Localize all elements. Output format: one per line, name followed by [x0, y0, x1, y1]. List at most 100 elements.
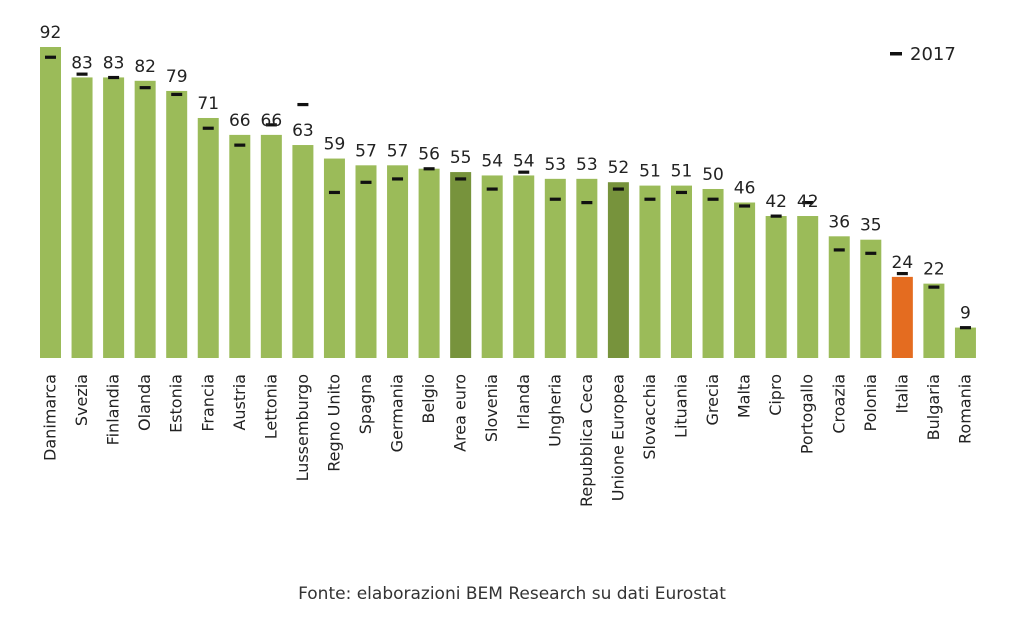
x-label-unione-europea: Unione Europea: [608, 374, 627, 501]
x-label-belgio: Belgio: [419, 374, 438, 424]
marker-2017-ungheria: [549, 197, 561, 201]
marker-2017-svezia: [76, 72, 88, 76]
markers-2017-group: [45, 55, 971, 330]
x-label-francia: Francia: [198, 374, 217, 432]
bar-estonia: [166, 90, 188, 359]
x-label-germania: Germania: [388, 374, 407, 452]
bar-lituania: [671, 185, 692, 358]
marker-2017-olanda: [139, 86, 151, 90]
value-label-austria: 66: [229, 111, 251, 131]
bar-repubblica-ceca: [576, 178, 598, 358]
marker-2017-lituania: [676, 190, 687, 195]
legend-label-2017: 2017: [910, 44, 956, 65]
bar-lussemburgo: [292, 145, 314, 358]
bar-irlanda: [513, 175, 535, 358]
value-label-francia: 71: [197, 94, 219, 114]
x-label-cipro: Cipro: [766, 374, 785, 416]
value-label-germania: 57: [387, 141, 409, 161]
x-axis-labels-group: Danimarca Svezia Finlandia Olanda Estonia Fra…: [41, 374, 975, 507]
x-label-croazia: Croazia: [829, 374, 848, 434]
x-label-lituania: Lituania: [672, 374, 691, 438]
x-label-repubblica-ceca: Repubblica Ceca: [577, 374, 596, 507]
marker-2017-polonia: [865, 251, 877, 255]
marker-2017-malta: [739, 204, 751, 208]
value-label-lituania: 51: [671, 162, 693, 182]
x-label-ungheria: Ungheria: [545, 374, 564, 447]
marker-2017-area-euro: [455, 177, 467, 181]
x-label-romania: Romania: [955, 374, 974, 444]
marker-2017-cipro: [770, 214, 782, 218]
value-label-romania: 9: [960, 304, 971, 324]
x-label-austria: Austria: [230, 374, 249, 431]
marker-2017-portogallo: [802, 201, 814, 205]
bar-olanda: [134, 80, 156, 358]
legend: 2017: [890, 44, 956, 65]
x-label-spagna: Spagna: [356, 374, 375, 434]
marker-2017-lettonia: [265, 123, 277, 127]
marker-2017-croazia: [833, 248, 845, 252]
marker-2017-irlanda: [518, 170, 530, 174]
value-label-svezia: 83: [71, 53, 93, 73]
marker-2017-unione-europea: [612, 187, 624, 191]
value-label-unione-europea: 52: [608, 158, 630, 178]
value-label-italia: 24: [892, 253, 914, 273]
marker-2017-francia: [202, 126, 214, 130]
x-label-italia: Italia: [892, 374, 911, 414]
marker-2017-spagna: [360, 180, 372, 184]
bar-croazia: [828, 236, 850, 358]
x-label-svezia: Svezia: [72, 374, 91, 426]
bar-cipro: [765, 216, 787, 358]
value-label-bulgaria: 22: [923, 260, 945, 280]
value-label-polonia: 35: [860, 216, 882, 236]
marker-2017-estonia: [171, 92, 183, 97]
bar-austria: [229, 134, 251, 358]
value-label-spagna: 57: [355, 141, 377, 161]
value-label-slovenia: 54: [481, 151, 503, 171]
x-label-slovacchia: Slovacchia: [640, 374, 659, 460]
x-label-polonia: Polonia: [861, 374, 880, 432]
marker-2017-belgio: [423, 167, 435, 171]
marker-2017-lussemburgo: [297, 102, 309, 107]
value-label-belgio: 56: [418, 145, 440, 165]
value-label-malta: 46: [734, 179, 756, 199]
value-label-finlandia: 83: [103, 53, 125, 73]
value-label-estonia: 79: [166, 67, 188, 87]
marker-2017-danimarca: [45, 55, 56, 59]
bar-finlandia: [103, 77, 125, 358]
marker-2017-bulgaria: [928, 285, 940, 289]
bar-danimarca: [40, 47, 61, 358]
x-label-danimarca: Danimarca: [41, 374, 60, 461]
bar-bulgaria: [923, 283, 945, 358]
value-label-croazia: 36: [828, 212, 850, 232]
bar-regno-unito: [323, 158, 345, 358]
x-label-olanda: Olanda: [135, 374, 154, 431]
marker-2017-repubblica-ceca: [581, 201, 593, 205]
value-label-danimarca: 92: [40, 23, 62, 43]
value-label-lussemburgo: 63: [292, 121, 314, 141]
bar-ungheria: [544, 178, 566, 358]
marker-2017-germania: [392, 177, 404, 181]
bar-francia: [197, 117, 219, 358]
x-label-estonia: Estonia: [167, 374, 186, 433]
bar-italia: [891, 276, 913, 358]
bar-slovacchia: [639, 185, 661, 358]
marker-2017-regno-unito: [328, 190, 340, 195]
value-label-repubblica-ceca: 53: [576, 155, 598, 175]
marker-2017-slovenia: [486, 187, 498, 191]
x-label-malta: Malta: [735, 374, 754, 418]
x-label-finlandia: Finlandia: [104, 374, 123, 445]
value-label-irlanda: 54: [513, 151, 535, 171]
x-label-grecia: Grecia: [703, 374, 722, 426]
value-label-regno-unito: 59: [324, 135, 346, 155]
value-label-cipro: 42: [765, 192, 787, 212]
value-label-portogallo: 42: [797, 192, 819, 212]
value-labels-group: 92 83 83 82 79 71 66 66 63 59 57 57 56 55 54 54 53 53 52 51…: [40, 23, 971, 324]
x-label-regno-unito: Regno Unito: [324, 374, 343, 472]
x-label-lussemburgo: Lussemburgo: [293, 374, 312, 481]
value-label-slovacchia: 51: [639, 162, 661, 182]
bar-malta: [734, 202, 756, 358]
bar-romania: [954, 327, 976, 358]
bar-polonia: [860, 239, 882, 358]
bar-unione-europea: [607, 182, 629, 358]
